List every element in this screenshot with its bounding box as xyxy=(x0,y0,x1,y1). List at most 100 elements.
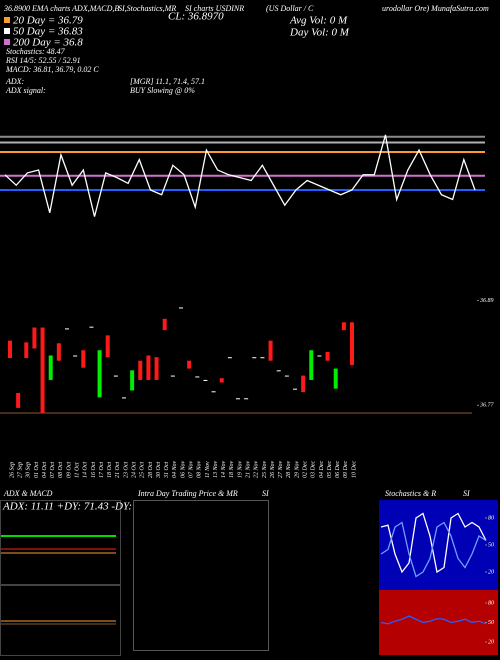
panel-title: ADX & MACD xyxy=(3,489,53,498)
swatch xyxy=(4,39,10,45)
title-part: SI,Stochastics,MR xyxy=(118,4,176,13)
swatch xyxy=(4,28,10,34)
candle-body xyxy=(276,370,281,372)
x-tick-label: 09 Oct xyxy=(66,462,72,478)
x-tick-label: 03 Dec xyxy=(311,461,317,478)
x-tick-label: 21 Oct xyxy=(115,462,121,478)
signal: BUY Slowing @ 0% xyxy=(130,86,195,95)
candle-body xyxy=(219,378,224,383)
x-tick-label: 30 Sep xyxy=(26,462,32,479)
x-tick-label: 25 Nov xyxy=(262,460,268,478)
x-tick-label: 09 Dec xyxy=(343,461,349,478)
candle-body xyxy=(138,360,143,380)
y-tick-label: 20 xyxy=(488,569,494,575)
indicator-line xyxy=(380,521,487,578)
candle-body xyxy=(252,357,257,359)
candle-body xyxy=(333,368,338,389)
candle-body xyxy=(187,360,192,369)
y-tick-label: 36.89 xyxy=(479,298,494,304)
stat: Stochastics: 48.47 xyxy=(6,47,66,56)
candle-body xyxy=(32,327,37,349)
candle-body xyxy=(341,322,346,331)
x-tick-label: 01 Oct xyxy=(34,462,40,478)
x-tick-label: 06 Nov xyxy=(180,460,186,478)
candle-body xyxy=(195,376,200,378)
candle-body xyxy=(40,327,45,414)
mgr: [MGR] 11.1, 71.4, 57.1 xyxy=(130,77,205,86)
y-tick-label: 80 xyxy=(488,515,494,521)
x-tick-label: 04 Nov xyxy=(171,460,178,478)
candle-body xyxy=(81,350,86,368)
stat: RSI 14/5: 52.55 / 52.91 xyxy=(5,56,81,65)
panel-title: SI xyxy=(463,489,470,498)
close-price: CL: 36.8970 xyxy=(168,11,224,23)
adx-signal-label: ADX signal: xyxy=(5,86,46,95)
x-tick-label: 16 Oct xyxy=(91,462,97,478)
x-tick-label: 26 Nov xyxy=(270,460,276,478)
x-tick-label: 11 Nov xyxy=(205,461,211,478)
x-tick-label: 30 Oct xyxy=(156,462,162,479)
indicator-line xyxy=(4,134,476,217)
candle-body xyxy=(122,397,126,399)
candle-body xyxy=(146,355,151,380)
x-tick-label: 28 Oct xyxy=(148,462,154,478)
candle-body xyxy=(73,355,78,357)
candle-body xyxy=(179,307,183,309)
candle-body xyxy=(16,393,21,408)
x-tick-label: 23 Oct xyxy=(123,462,129,478)
x-tick-label: 24 Oct xyxy=(131,462,138,478)
y-tick-label: 50 xyxy=(488,542,494,548)
y-tick-label: 20 xyxy=(488,639,494,645)
indicator-line xyxy=(380,615,487,625)
x-tick-label: 04 Dec xyxy=(318,461,325,478)
candle-body xyxy=(236,398,240,400)
y-tick-label: 36.77 xyxy=(479,403,495,409)
x-tick-label: 27 Nov xyxy=(278,460,284,478)
x-tick-label: 27 Sep xyxy=(18,462,24,478)
avg-volume: Avg Vol: 0 M xyxy=(289,15,348,27)
candle-body xyxy=(130,370,135,391)
x-tick-label: 17 Oct xyxy=(99,462,105,478)
x-tick-label: 22 Nov xyxy=(254,460,260,478)
x-tick-label: 14 Nov xyxy=(220,460,227,478)
candle-body xyxy=(301,375,306,393)
y-tick-label: 50 xyxy=(488,620,494,626)
panel-background xyxy=(379,500,498,590)
candle-body xyxy=(48,355,53,380)
candle-body xyxy=(56,343,61,361)
x-tick-label: 14 Oct xyxy=(82,462,89,478)
title-part: SI charts USDINR xyxy=(185,4,244,13)
candle-body xyxy=(284,375,289,377)
candle-body xyxy=(170,375,175,377)
intraday-panel xyxy=(133,500,269,651)
swatch xyxy=(4,17,10,23)
candle-body xyxy=(317,355,322,357)
x-tick-label: 28 Nov xyxy=(286,460,292,478)
candle-body xyxy=(325,351,330,361)
stat: 200 Day = 36.8 xyxy=(13,37,83,49)
candle-body xyxy=(24,342,29,359)
adx-panel xyxy=(0,500,121,656)
adx-values: ADX: 11.11 +DY: 71.43 -DY: 57.14 xyxy=(2,501,160,513)
panel-title: Stochastics & R xyxy=(385,489,436,498)
candle-body xyxy=(293,388,297,390)
stat: 20 Day = 36.79 xyxy=(13,15,83,27)
candle-body xyxy=(211,391,216,393)
indicator-line xyxy=(380,512,487,574)
candle-body xyxy=(203,379,208,381)
x-tick-label: 08 Nov xyxy=(197,460,203,478)
candle-body xyxy=(113,375,118,377)
x-tick-label: 31 Oct xyxy=(164,462,170,479)
x-tick-label: 18 Nov xyxy=(229,460,235,478)
x-tick-label: 13 Nov xyxy=(213,460,219,478)
stat: 50 Day = 36.83 xyxy=(13,26,83,38)
x-tick-label: 11 Oct xyxy=(75,462,81,478)
candle-body xyxy=(268,340,273,361)
x-tick-label: 07 Oct xyxy=(50,462,56,478)
x-tick-label: 29 Nov xyxy=(294,460,300,478)
x-tick-label: 08 Oct xyxy=(58,462,64,478)
y-tick-label: 80 xyxy=(488,600,494,606)
x-tick-label: 07 Nov xyxy=(189,460,195,478)
x-tick-label: 05 Dec xyxy=(327,461,333,478)
